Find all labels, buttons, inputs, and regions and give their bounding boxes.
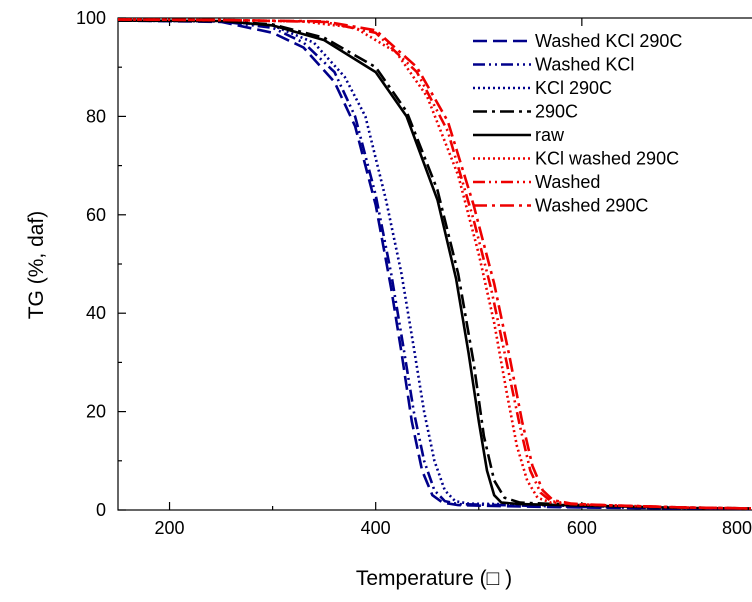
legend: Washed KCl 290C Washed KCl KCl 290C 290C raw… <box>473 31 682 216</box>
y-axis-title: TG (%, daf) <box>25 211 48 320</box>
x-tick-label: 200 <box>155 518 185 538</box>
x-tick-label: 400 <box>361 518 391 538</box>
legend-label-5: raw <box>535 125 565 145</box>
legend-label-3: KCl 290C <box>535 78 612 98</box>
y-tick-label: 40 <box>86 303 106 323</box>
series-line-2 <box>118 19 751 511</box>
y-tick-label: 0 <box>96 500 106 520</box>
legend-label-8: Washed 290C <box>535 196 648 216</box>
series-line-3 <box>118 19 751 510</box>
legend-label-2: Washed KCl <box>535 55 634 75</box>
legend-label-6: KCl washed 290C <box>535 149 679 169</box>
x-tick-label: 600 <box>567 518 597 538</box>
y-tick-label: 20 <box>86 402 106 422</box>
plot-frame <box>117 17 752 511</box>
series-line-1 <box>118 19 751 511</box>
legend-label-1: Washed KCl 290C <box>535 31 682 51</box>
series-line-7 <box>118 18 751 510</box>
y-tick-label: 100 <box>76 8 106 28</box>
x-axis-title: Temperature (□ ) <box>356 567 512 590</box>
legend-label-7: Washed <box>535 172 600 192</box>
x-tick-label: 800 <box>722 518 752 538</box>
y-tick-label: 60 <box>86 205 106 225</box>
y-tick-label: 80 <box>86 106 106 126</box>
legend-label-4: 290C <box>535 102 578 122</box>
series-line-4 <box>118 19 751 510</box>
axes-layer: 200 400 600 800 0 20 40 60 80 100 <box>76 8 752 538</box>
series-line-8 <box>118 18 751 510</box>
series-line-6 <box>118 18 751 510</box>
series-line-5 <box>118 19 751 510</box>
series-layer <box>118 18 751 511</box>
